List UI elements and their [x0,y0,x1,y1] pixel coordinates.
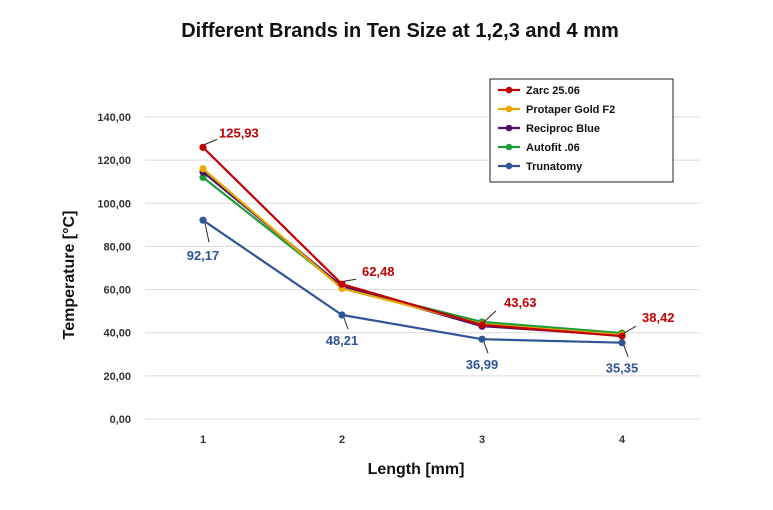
leader-line [483,310,497,323]
legend-swatch-marker [505,143,513,151]
legend-box [489,78,674,183]
data-point [199,165,207,173]
data-point [618,332,626,340]
data-label: 62,48 [362,264,395,279]
x-axis-title: Length [mm] [368,461,465,478]
data-point [199,143,207,151]
series-lines [199,143,626,347]
y-tick-label: 140,00 [97,112,131,124]
leader-line [204,223,210,243]
y-tick-label: 0,00 [110,414,131,426]
leader-line [204,138,218,145]
y-tick-label: 80,00 [103,241,131,253]
data-point [338,280,346,288]
data-point [618,339,626,347]
data-label: 48,21 [326,333,359,348]
y-tick-label: 20,00 [103,371,131,383]
legend-entry: Reciproc Blue [526,123,600,135]
y-tick-label: 40,00 [103,328,131,340]
data-labels: 125,93 62,48 43,63 38,42 92,17 48,21 36,99 35,3… [187,125,675,375]
legend: Zarc 25.06 Protaper Gold F2 Reciproc Blue A… [489,78,674,183]
data-point [478,335,486,343]
series-line [202,219,623,344]
leader-line [483,342,489,354]
leader-line [343,317,349,330]
y-tick-label: 120,00 [97,155,131,167]
data-label: 35,35 [606,361,639,376]
series-line [202,171,623,337]
series-line [202,167,623,336]
data-point [199,173,207,181]
legend-swatch-marker [505,86,513,94]
legend-swatch-marker [505,162,513,170]
x-tick-label: 3 [479,434,485,446]
leader-line [623,345,629,357]
y-tick-label: 100,00 [97,198,131,210]
data-label: 92,17 [187,248,220,263]
leader-line [623,325,637,334]
data-label: 36,99 [466,357,499,372]
leader-line [343,278,357,282]
x-tick-label: 4 [619,434,626,446]
data-label: 125,93 [219,125,259,140]
legend-entry: Protaper Gold F2 [526,104,615,116]
y-axis-title: Temperature [°C] [61,211,78,340]
legend-swatch-marker [505,105,513,113]
data-point [478,321,486,329]
x-tick-label: 1 [200,434,206,446]
y-tick-label: 60,00 [103,285,131,297]
legend-entry: Autofit .06 [526,142,580,154]
x-tick-label: 2 [339,434,345,446]
legend-entry: Trunatomy [526,161,583,173]
data-point [338,311,346,319]
x-axis-ticks: 1 2 3 4 [200,434,626,446]
legend-swatch-marker [505,124,513,132]
data-point [199,216,207,224]
y-axis-ticks: 0,00 20,00 40,00 60,00 80,00 100,00 120,00 140,… [97,112,131,426]
series-line [202,176,623,335]
data-label: 38,42 [642,310,675,325]
data-label: 43,63 [504,295,537,310]
legend-entry: Zarc 25.06 [526,85,580,97]
chart-title: Different Brands in Ten Size at 1,2,3 an… [181,20,619,42]
series-line [202,146,623,338]
